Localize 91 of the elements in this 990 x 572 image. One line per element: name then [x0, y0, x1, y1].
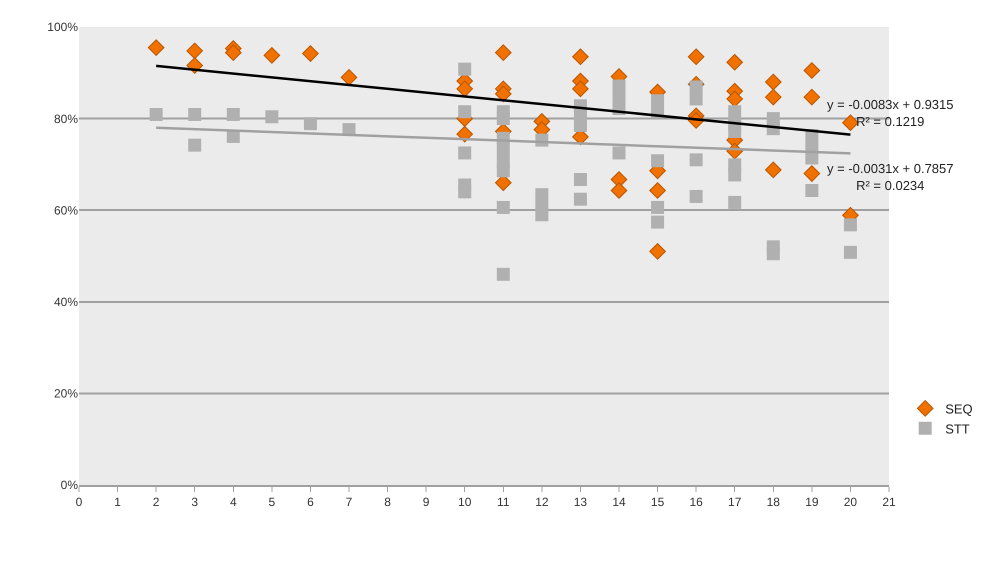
x-tick-label: 17: [728, 495, 742, 510]
y-tick-label: 40%: [54, 295, 78, 309]
x-tick-label: 8: [384, 495, 392, 510]
point: [690, 153, 703, 166]
y-tick-label: 80%: [54, 112, 78, 126]
point: [340, 69, 358, 86]
point: [496, 142, 510, 155]
point: [494, 44, 512, 61]
point: [844, 246, 857, 259]
legend-label: SEQ: [945, 401, 973, 416]
point: [728, 105, 742, 118]
point: [458, 105, 472, 118]
x-tick-label: 3: [191, 495, 198, 510]
point: [496, 200, 510, 214]
x-tick-label: 1: [114, 495, 122, 510]
y-tick-label: 60%: [54, 203, 78, 218]
x-tick-label: 10: [458, 495, 472, 510]
point: [728, 168, 742, 182]
x-tick-label: 12: [535, 495, 549, 510]
point: [456, 80, 474, 98]
x-tick-label: 6: [307, 495, 314, 510]
point: [690, 190, 703, 203]
point: [574, 192, 587, 206]
x-tick-label: 9: [422, 495, 430, 510]
x-tick-label: 11: [497, 495, 510, 510]
y-tick-label: 20%: [54, 386, 78, 401]
x-tick-label: 15: [650, 495, 665, 510]
point: [496, 112, 510, 126]
annotation: y = -0.0031x + 0.7857 R² = 0.0234: [827, 161, 954, 193]
point: [651, 154, 664, 168]
x-tick-label: 2: [152, 495, 160, 510]
x-tick-label: 0: [76, 495, 83, 510]
x-tick-label: 7: [346, 495, 353, 510]
point: [842, 114, 859, 132]
legend-label: STT: [945, 421, 970, 436]
point: [494, 86, 512, 102]
point: [766, 247, 780, 260]
point: [764, 88, 782, 106]
point: [496, 268, 510, 281]
annotation: y = -0.0083x + 0.9315 R² = 0.1219: [827, 97, 954, 129]
point: [304, 117, 317, 130]
x-tick-label: 5: [268, 495, 276, 510]
point: [651, 216, 664, 229]
point: [649, 182, 666, 199]
x-tick-label: 13: [574, 495, 588, 510]
point: [150, 108, 163, 121]
point: [188, 108, 202, 121]
point: [726, 90, 744, 108]
x-tick-label: 20: [844, 495, 858, 510]
point: [264, 47, 280, 64]
x-tick-label: 18: [766, 495, 780, 510]
point: [844, 218, 857, 232]
point: [535, 208, 548, 222]
point: [804, 165, 820, 182]
point: [728, 196, 742, 209]
point: [690, 80, 703, 94]
point: [458, 146, 472, 160]
x-tick-label: 19: [805, 495, 819, 510]
point: [186, 42, 204, 60]
point: [726, 54, 744, 71]
x-tick-label: 4: [230, 495, 237, 510]
point: [188, 138, 202, 152]
point: [649, 243, 666, 260]
point: [610, 182, 628, 199]
point: [764, 162, 782, 178]
point: [458, 62, 472, 76]
x-tick-label: 14: [612, 495, 626, 510]
point: [612, 146, 626, 160]
point: [265, 110, 278, 124]
point: [728, 124, 742, 138]
point: [651, 200, 664, 214]
point: [302, 45, 319, 62]
point: [224, 44, 242, 61]
point: [148, 39, 164, 56]
point: [572, 48, 589, 66]
y-tick-label: 0%: [60, 478, 78, 492]
x-tick-label: 21: [882, 495, 896, 510]
point: [574, 118, 587, 132]
point: [458, 185, 472, 198]
point: [226, 108, 240, 121]
x-tick-label: 16: [689, 495, 704, 510]
point: [804, 88, 820, 106]
point: [574, 173, 587, 186]
point: [690, 92, 703, 106]
point: [764, 74, 782, 90]
y-tick-label: 100%: [47, 20, 78, 34]
point: [688, 48, 704, 66]
point: [572, 80, 589, 98]
point: [805, 184, 818, 198]
point: [496, 164, 510, 178]
point: [804, 62, 820, 79]
